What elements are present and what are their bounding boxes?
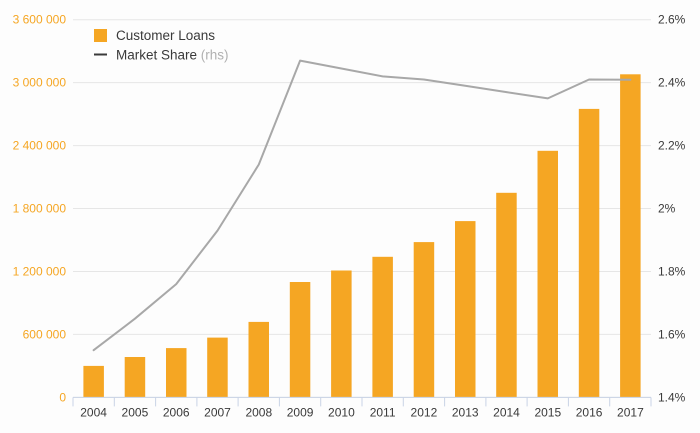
svg-text:2009: 2009 [287, 405, 314, 419]
svg-text:2004: 2004 [80, 405, 107, 419]
svg-text:2012: 2012 [411, 405, 438, 419]
svg-text:3 000 000: 3 000 000 [13, 76, 67, 90]
svg-text:Customer Loans: Customer Loans [116, 28, 215, 43]
svg-text:2%: 2% [658, 202, 676, 216]
svg-text:1.6%: 1.6% [658, 327, 686, 341]
svg-text:2016: 2016 [576, 405, 603, 419]
svg-text:3 600 000: 3 600 000 [13, 13, 67, 27]
svg-text:2010: 2010 [328, 405, 355, 419]
svg-text:1.4%: 1.4% [658, 390, 686, 404]
svg-text:1 800 000: 1 800 000 [13, 202, 67, 216]
svg-text:2017: 2017 [617, 405, 644, 419]
svg-text:2013: 2013 [452, 405, 479, 419]
svg-text:1 200 000: 1 200 000 [13, 265, 67, 279]
svg-text:2008: 2008 [245, 405, 272, 419]
svg-text:Market Share (rhs): Market Share (rhs) [116, 48, 229, 63]
svg-text:2014: 2014 [493, 405, 520, 419]
svg-text:600 000: 600 000 [23, 327, 67, 341]
svg-text:1.8%: 1.8% [658, 265, 686, 279]
svg-text:2.2%: 2.2% [658, 139, 686, 153]
svg-text:2007: 2007 [204, 405, 231, 419]
svg-text:2015: 2015 [534, 405, 561, 419]
svg-text:2.6%: 2.6% [658, 13, 686, 27]
svg-text:2005: 2005 [122, 405, 149, 419]
svg-text:0: 0 [59, 390, 66, 404]
svg-text:2 400 000: 2 400 000 [13, 139, 67, 153]
svg-text:2011: 2011 [370, 405, 396, 419]
svg-text:2006: 2006 [163, 405, 190, 419]
svg-text:2.4%: 2.4% [658, 76, 686, 90]
